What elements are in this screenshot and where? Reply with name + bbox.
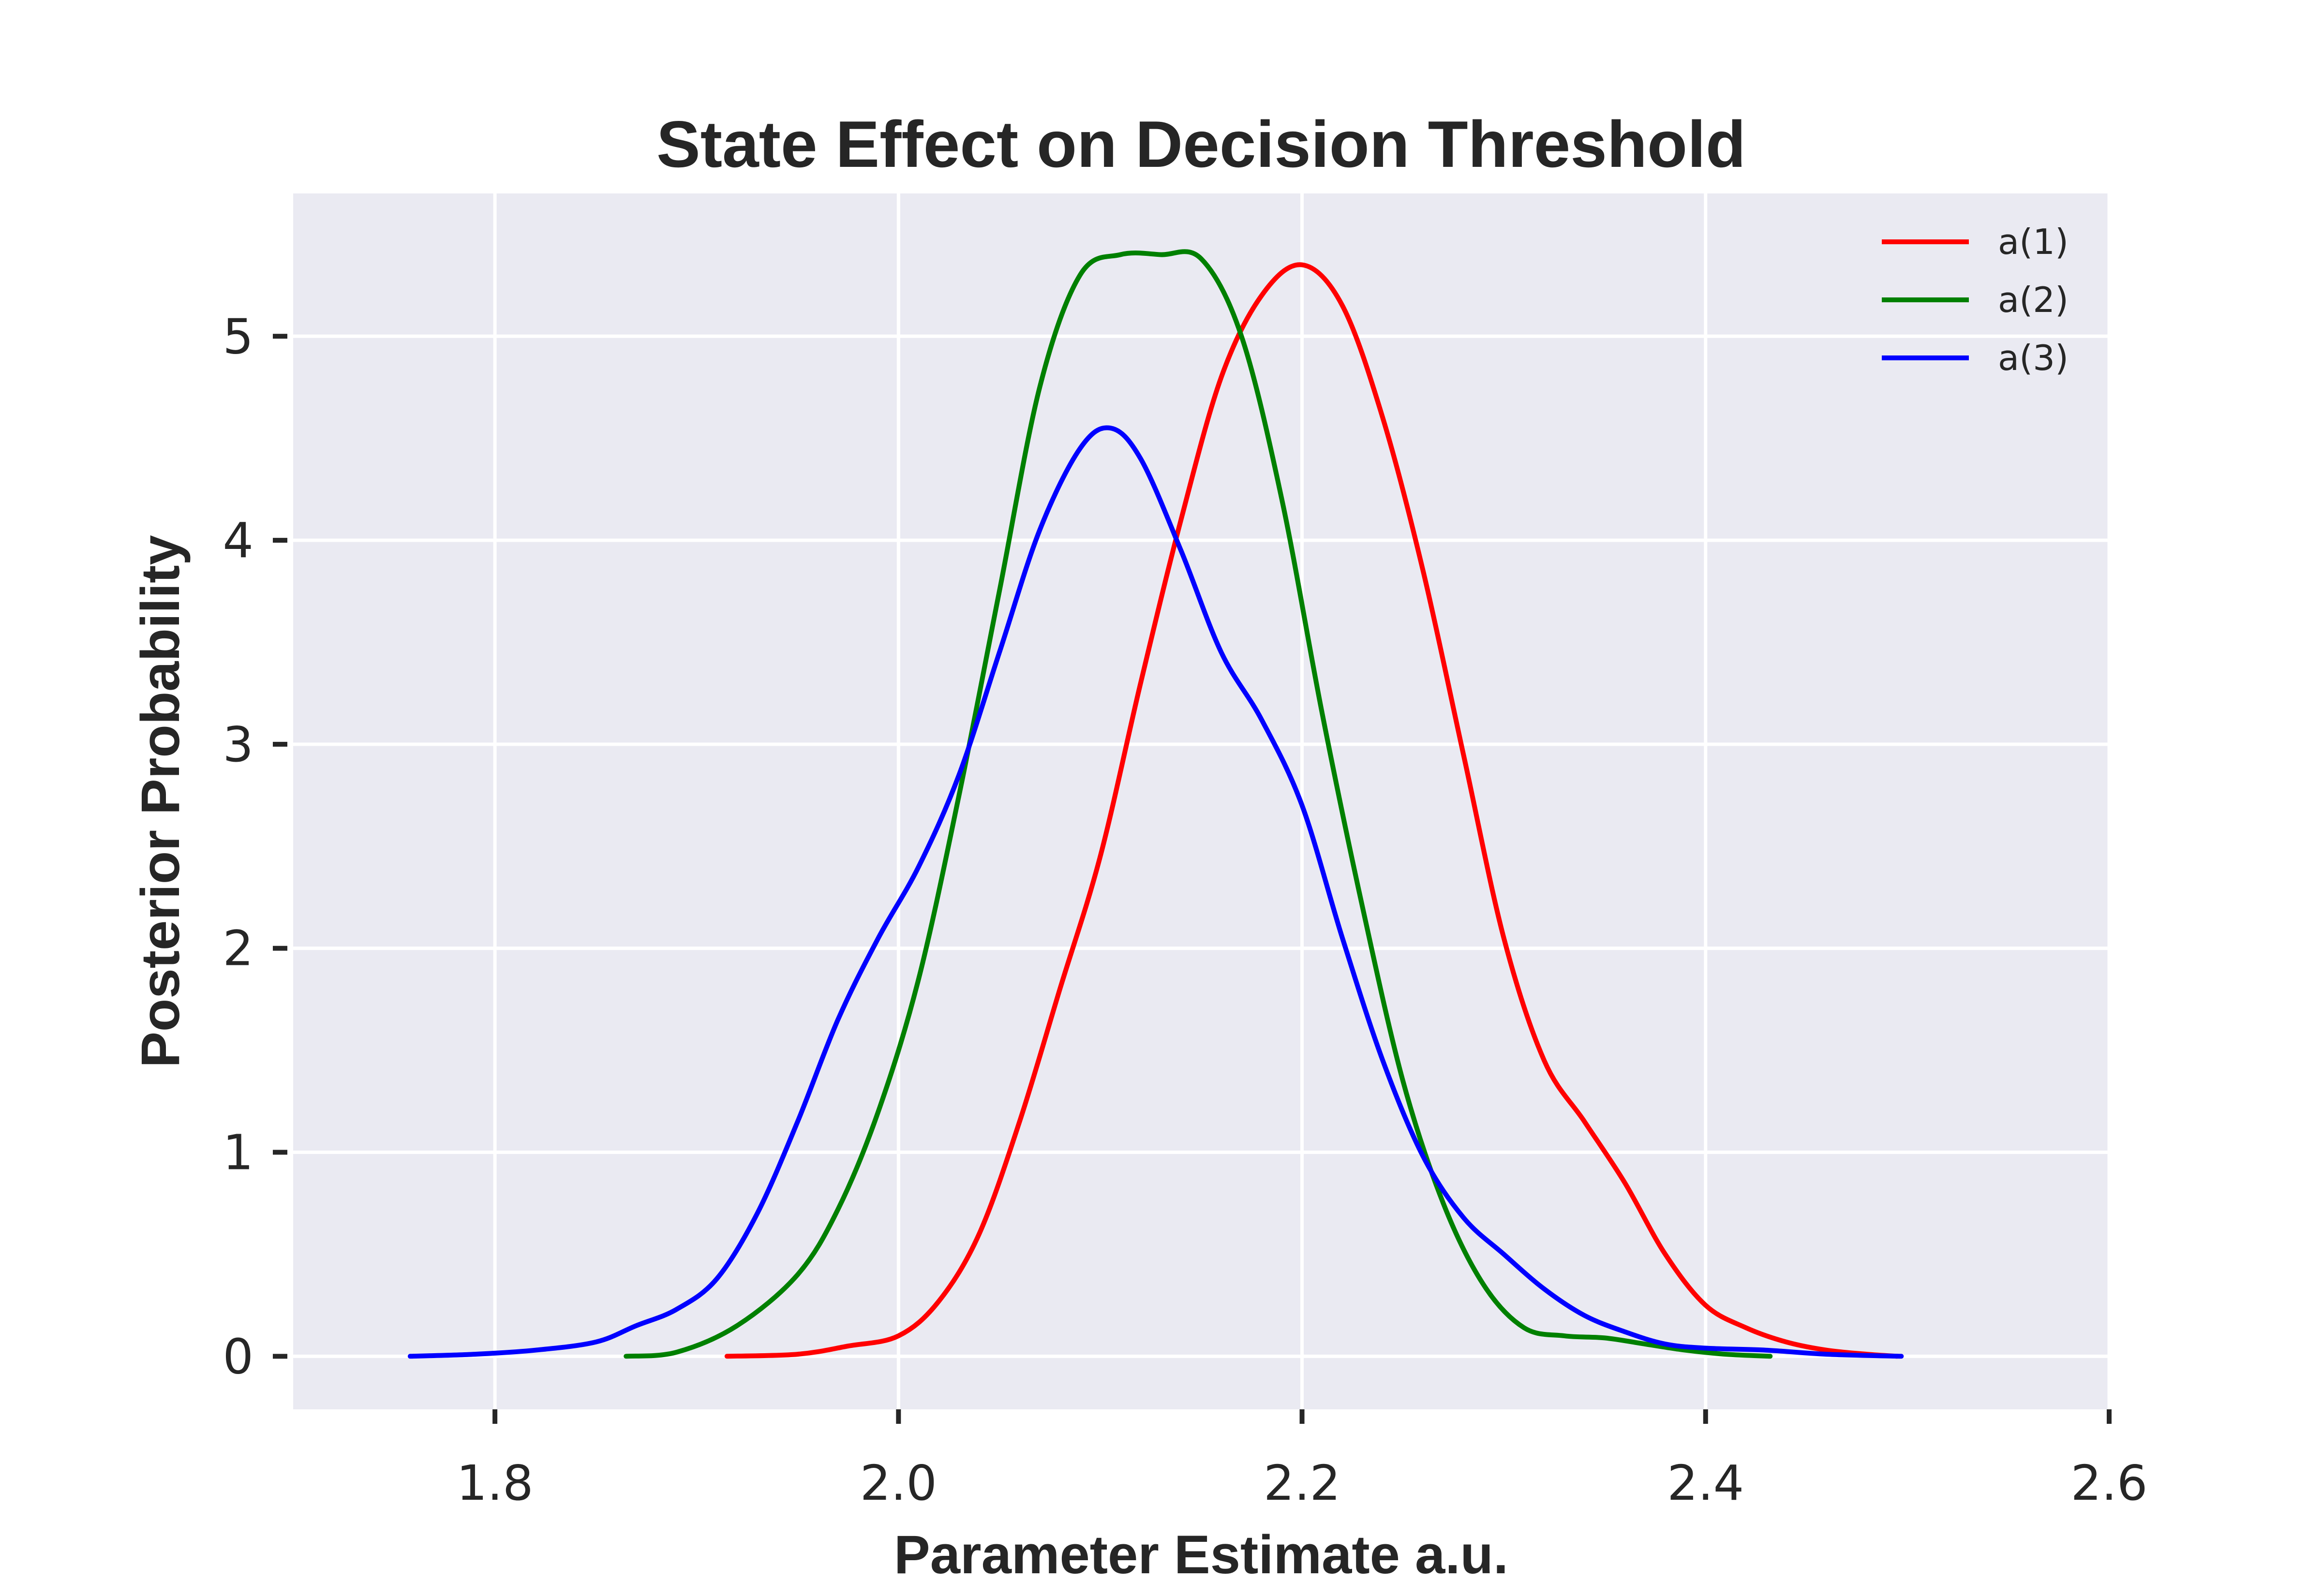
chart-title: State Effect on Decision Threshold: [656, 107, 1746, 181]
series-line-2: [624, 249, 1773, 1359]
series-line-3: [407, 425, 1904, 1359]
plot-background: [293, 193, 2109, 1409]
x-axis-label: Parameter Estimate a.u.: [894, 1524, 1508, 1585]
grid: [293, 193, 2111, 1409]
y-tick-label: 1: [223, 1124, 253, 1181]
x-tick-label: 2.4: [1667, 1455, 1744, 1511]
ticks: 1.8 2.0 2.2 2.4 2.6 0 1 2 3 4 5: [223, 308, 2147, 1511]
x-tick-label: 2.2: [1264, 1455, 1340, 1511]
y-tick-label: 5: [223, 308, 253, 365]
x-tick-label: 1.8: [457, 1455, 534, 1511]
y-tick-label: 4: [223, 512, 253, 569]
series-line-1: [724, 262, 1900, 1359]
y-tick-label: 3: [223, 716, 253, 773]
x-tick-label: 2.6: [2070, 1455, 2147, 1511]
y-tick-label: 0: [223, 1328, 253, 1385]
legend-label-3: a(3): [1998, 338, 2069, 378]
legend-label-2: a(2): [1998, 280, 2069, 320]
x-tick-label: 2.0: [860, 1455, 937, 1511]
series: [407, 249, 1904, 1359]
legend: a(1) a(2) a(3): [1882, 222, 2069, 378]
y-axis-label: Posterior Probability: [130, 535, 191, 1068]
y-tick-label: 2: [223, 920, 253, 977]
legend-label-1: a(1): [1998, 222, 2069, 262]
